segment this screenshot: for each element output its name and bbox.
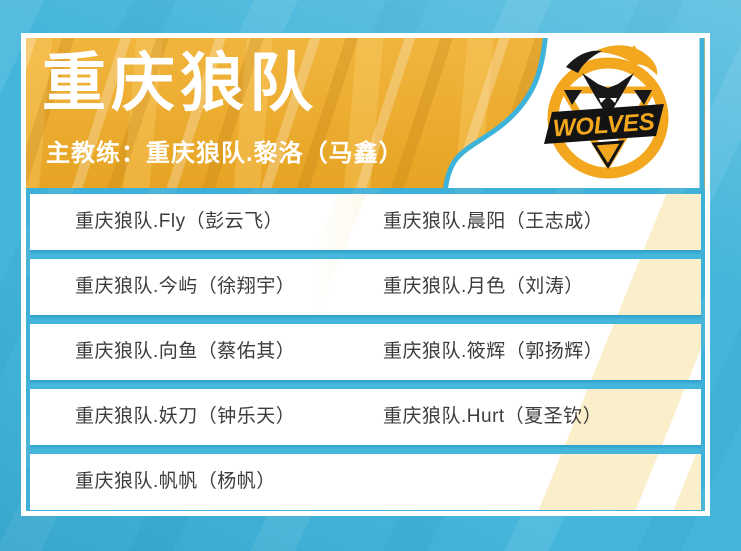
row-divider	[30, 250, 701, 259]
wolves-logo-icon: WOLVES	[544, 45, 669, 179]
header-banner: 重庆狼队 主教练：重庆狼队.黎洛（马鑫） WOLVES	[26, 38, 705, 188]
player-name: 重庆狼队.晨阳（王志成）	[383, 211, 604, 232]
roster-row: 重庆狼队.妖刀（钟乐天） 重庆狼队.Hurt（夏圣钦）	[30, 389, 701, 445]
player-name: 重庆狼队.妖刀（钟乐天）	[75, 406, 296, 427]
row-divider	[30, 315, 701, 324]
player-name	[383, 454, 701, 510]
wolves-logo-text: WOLVES	[552, 108, 656, 142]
row-divider	[30, 445, 701, 454]
roster-row: 重庆狼队.帆帆（杨帆）	[30, 454, 701, 510]
row-divider	[30, 380, 701, 389]
roster-card: 重庆狼队 主教练：重庆狼队.黎洛（马鑫） WOLVES 重庆狼队.Fly（彭云飞…	[21, 33, 710, 516]
player-name: 重庆狼队.向鱼（蔡佑其）	[75, 341, 296, 362]
page-title: 重庆狼队	[42, 47, 318, 119]
roster-table: 重庆狼队.Fly（彭云飞） 重庆狼队.晨阳（王志成） 重庆狼队.今屿（徐翔宇） …	[30, 194, 701, 510]
player-name: 重庆狼队.月色（刘涛）	[383, 276, 584, 297]
player-name: 重庆狼队.帆帆（杨帆）	[75, 471, 276, 492]
player-name: 重庆狼队.Hurt（夏圣钦）	[383, 406, 603, 427]
player-name: 重庆狼队.筱辉（郭扬辉）	[383, 341, 604, 362]
coach-line: 主教练：重庆狼队.黎洛（马鑫）	[46, 140, 404, 167]
roster-row: 重庆狼队.向鱼（蔡佑其） 重庆狼队.筱辉（郭扬辉）	[30, 324, 701, 380]
player-name: 重庆狼队.Fly（彭云飞）	[75, 211, 284, 232]
player-name: 重庆狼队.今屿（徐翔宇）	[75, 276, 296, 297]
roster-row: 重庆狼队.Fly（彭云飞） 重庆狼队.晨阳（王志成）	[30, 194, 701, 250]
roster-row: 重庆狼队.今屿（徐翔宇） 重庆狼队.月色（刘涛）	[30, 259, 701, 315]
